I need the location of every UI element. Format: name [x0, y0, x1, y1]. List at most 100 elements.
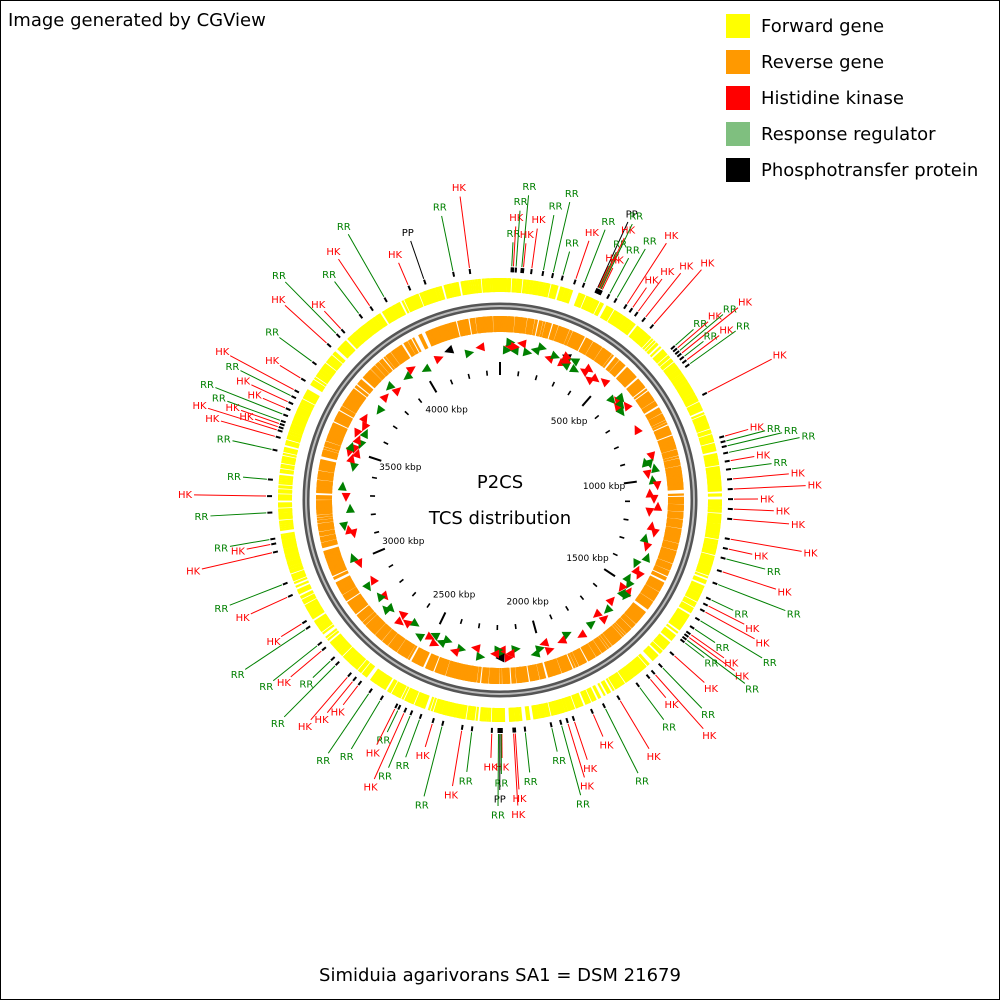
- reverse-gene-mark: [367, 616, 381, 630]
- feature-label: HK: [178, 490, 193, 501]
- feature-label: HK: [298, 722, 313, 733]
- feature-position-dash: [521, 268, 525, 274]
- feature-label: HK: [315, 715, 330, 726]
- forward-gene-mark: [420, 694, 428, 708]
- feature-label: HK: [388, 250, 403, 261]
- reverse-gene-mark: [434, 656, 443, 673]
- tcs-feature-marker: [464, 349, 475, 359]
- forward-gene-mark: [688, 405, 702, 414]
- feature-label: RR: [784, 426, 798, 437]
- forward-gene-mark: [637, 333, 649, 346]
- feature-callout-line: [424, 723, 433, 748]
- forward-gene-mark: [660, 630, 673, 641]
- forward-gene-mark: [278, 507, 293, 511]
- feature-label: HK: [311, 300, 326, 311]
- feature-callout-line: [598, 251, 617, 289]
- feature-label: RR: [635, 777, 649, 788]
- forward-gene-mark: [347, 650, 359, 663]
- feature-position-dash: [683, 633, 690, 638]
- forward-gene-mark: [563, 288, 571, 303]
- reverse-gene-mark: [561, 328, 570, 345]
- forward-gene-mark: [340, 644, 353, 657]
- feature-position-dash: [679, 638, 686, 644]
- reverse-gene-mark: [583, 340, 594, 356]
- tcs-feature-marker: [530, 648, 541, 658]
- feature-callout-line: [523, 243, 527, 268]
- feature-callout-line: [207, 407, 277, 431]
- feature-position-dash: [725, 468, 732, 471]
- feature-callout-line: [584, 229, 606, 283]
- feature-callout-line: [597, 221, 629, 288]
- tick-mark: [417, 398, 423, 404]
- legend-swatch: [726, 14, 750, 38]
- feature-position-dash: [397, 704, 402, 711]
- tick-label: 3500 kbp: [379, 463, 422, 473]
- forward-gene-mark: [281, 460, 296, 466]
- tcs-feature-marker: [652, 480, 662, 491]
- feature-position-dash: [541, 270, 545, 277]
- tick-mark: [514, 623, 517, 630]
- reverse-gene-mark: [412, 337, 422, 353]
- reverse-gene-mark: [624, 611, 638, 625]
- forward-gene-mark: [704, 534, 719, 540]
- reverse-gene-mark: [328, 559, 344, 568]
- feature-label: HK: [754, 552, 769, 563]
- forward-gene-mark: [299, 590, 314, 599]
- reverse-gene-mark: [508, 316, 512, 333]
- reverse-gene-mark: [347, 593, 362, 605]
- forward-gene-mark: [513, 278, 517, 293]
- tcs-feature-marker: [583, 363, 594, 373]
- forward-gene-mark: [344, 648, 356, 660]
- forward-gene-mark: [382, 310, 392, 324]
- reverse-gene-mark: [543, 661, 551, 678]
- feature-label: HK: [724, 659, 739, 670]
- forward-gene-mark: [666, 367, 680, 378]
- tcs-feature-marker: [402, 619, 413, 629]
- forward-gene-mark: [693, 417, 707, 425]
- reverse-gene-mark: [341, 584, 357, 595]
- reverse-gene-mark: [643, 403, 658, 414]
- forward-gene-mark: [296, 583, 311, 592]
- tcs-feature-marker: [560, 362, 571, 371]
- forward-gene-mark: [376, 672, 387, 686]
- tcs-feature-marker: [615, 406, 625, 417]
- forward-gene-mark: [695, 568, 710, 576]
- reverse-gene-mark: [355, 384, 369, 397]
- forward-gene-mark: [475, 279, 480, 294]
- forward-gene-mark: [647, 343, 659, 355]
- forward-gene-mark: [303, 596, 317, 605]
- forward-gene-mark: [284, 551, 300, 558]
- reverse-gene-mark: [638, 592, 654, 604]
- feature-label: RR: [736, 321, 750, 332]
- reverse-gene-mark: [529, 318, 535, 336]
- reverse-gene-mark: [619, 371, 633, 384]
- reverse-gene-mark: [466, 665, 472, 682]
- feature-callout-line: [240, 370, 291, 397]
- legend-item-phosphotransfer-protein: Phosphotransfer protein: [726, 152, 978, 188]
- feature-label: RR: [787, 609, 801, 620]
- feature-callout-line: [542, 214, 555, 271]
- feature-label: HK: [186, 567, 201, 578]
- reverse-gene-mark: [631, 603, 645, 616]
- forward-gene-mark: [325, 360, 339, 372]
- feature-label: RR: [506, 229, 520, 240]
- reverse-gene-mark: [404, 643, 415, 659]
- reverse-gene-mark: [424, 653, 434, 669]
- forward-gene-mark: [283, 449, 298, 456]
- feature-label: HK: [265, 356, 280, 367]
- reverse-gene-mark: [558, 656, 567, 673]
- forward-gene-mark: [573, 693, 581, 708]
- reverse-gene-mark: [426, 330, 435, 346]
- feature-callout-line: [592, 714, 604, 737]
- feature-label: HK: [531, 215, 546, 226]
- legend-swatch: [726, 86, 750, 110]
- tcs-feature-marker: [391, 387, 402, 397]
- feature-label: RR: [200, 380, 214, 391]
- feature-callout-line: [597, 265, 609, 288]
- reverse-gene-mark: [321, 454, 338, 461]
- reverse-gene-mark: [452, 321, 459, 338]
- tcs-feature-marker: [598, 615, 609, 625]
- forward-gene-mark: [364, 322, 375, 336]
- feature-position-dash: [657, 663, 663, 669]
- feature-callout-line: [600, 223, 633, 290]
